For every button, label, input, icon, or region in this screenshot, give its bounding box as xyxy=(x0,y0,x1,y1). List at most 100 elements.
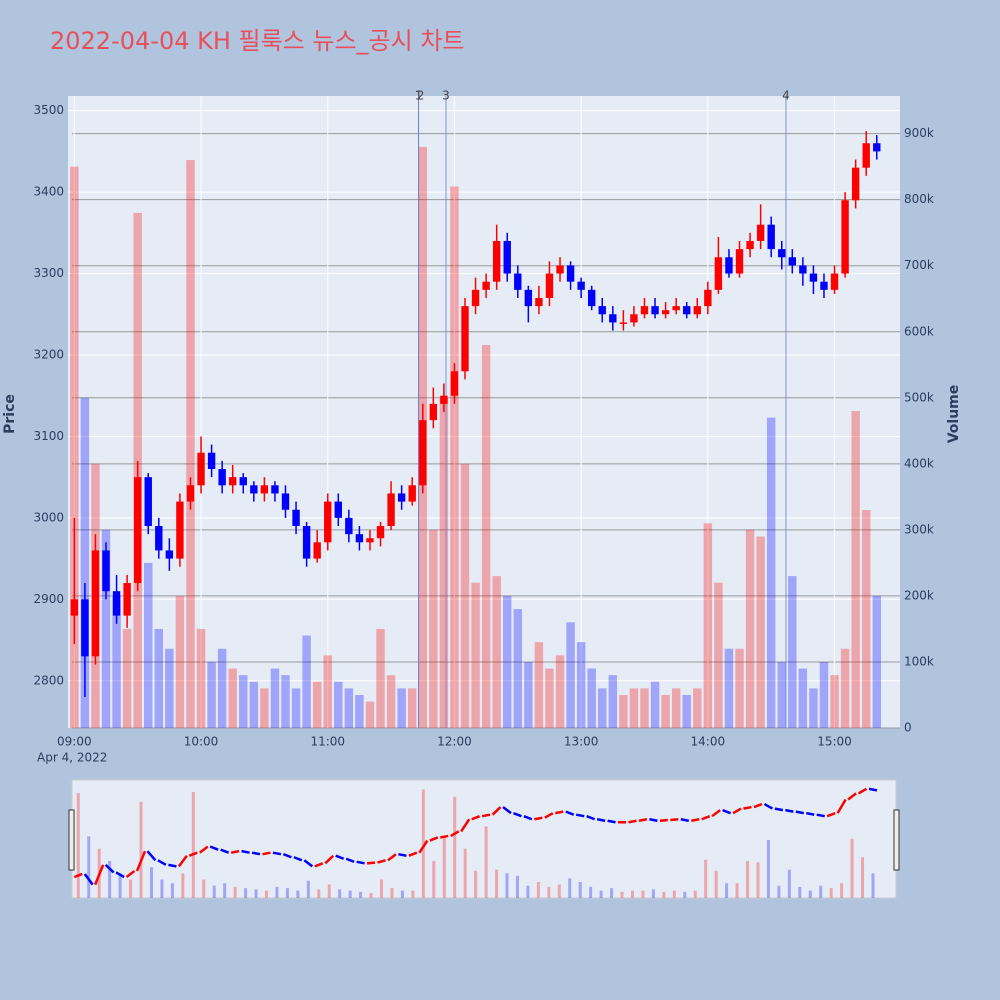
slider-volume-bar xyxy=(202,879,206,898)
slider-candle xyxy=(491,806,502,816)
candle-body xyxy=(176,501,184,559)
slider-candle xyxy=(795,810,805,815)
candle-body xyxy=(714,257,723,290)
slider-volume-bar xyxy=(777,885,781,898)
slider-candle xyxy=(293,856,303,862)
slider-candle xyxy=(282,853,292,859)
candle-body xyxy=(281,493,290,510)
candle-body xyxy=(767,224,775,250)
candle-body xyxy=(302,526,311,559)
slider-candle xyxy=(115,871,125,879)
x-tick-label: 10:00 xyxy=(184,735,219,749)
volume-bar xyxy=(217,648,227,728)
slider-volume-bar xyxy=(76,793,80,898)
slider-volume-bar xyxy=(421,789,425,898)
slider-volume-bar xyxy=(704,859,708,898)
volume-bar xyxy=(249,681,259,728)
candle-body xyxy=(514,273,522,290)
candle-body xyxy=(461,306,469,372)
volume-bar xyxy=(302,635,311,728)
volume-bar xyxy=(671,688,681,728)
volume-bar xyxy=(598,688,607,728)
slider-candle xyxy=(198,845,209,854)
y-tick-label: 3500 xyxy=(33,103,64,117)
y2-tick-label: 300k xyxy=(904,522,934,536)
slider-candle xyxy=(398,852,407,857)
x-date-label: Apr 4, 2022 xyxy=(37,751,107,765)
candle-body xyxy=(851,167,860,201)
volume-bar xyxy=(851,411,860,728)
volume-bar xyxy=(270,668,280,728)
slider-volume-bar xyxy=(160,879,164,898)
volume-bar xyxy=(175,595,185,728)
candle-body xyxy=(535,297,543,307)
slider-volume-bar xyxy=(557,884,561,898)
candle-body xyxy=(556,265,564,274)
slider-candle xyxy=(523,815,533,821)
candle-body xyxy=(862,143,870,168)
volume-bar xyxy=(429,529,438,728)
slider-handle[interactable] xyxy=(893,809,900,871)
slider-volume-bar xyxy=(170,883,174,898)
range-slider[interactable] xyxy=(71,779,897,899)
slider-volume-bar xyxy=(620,891,624,898)
candle-body xyxy=(313,542,321,559)
slider-candle xyxy=(857,787,868,795)
volume-bar xyxy=(576,642,586,728)
slider-candle xyxy=(94,864,105,886)
volume-bar xyxy=(481,344,491,728)
candle-body xyxy=(144,477,152,527)
candle-body xyxy=(799,265,807,274)
volume-bar xyxy=(260,688,269,728)
candle-body xyxy=(250,485,258,494)
slider-candle xyxy=(753,802,763,809)
candle-body xyxy=(197,452,205,486)
volume-bar xyxy=(587,668,596,728)
candle-body xyxy=(735,249,744,274)
slider-handle[interactable] xyxy=(68,809,75,871)
candle-body xyxy=(651,306,659,315)
slider-candle xyxy=(502,806,512,815)
slider-candle xyxy=(816,813,825,818)
candle-body xyxy=(102,550,110,592)
volume-bar xyxy=(703,523,713,728)
candle-body xyxy=(419,420,427,486)
slider-candle xyxy=(314,862,324,868)
slider-volume-bar xyxy=(108,861,112,898)
candle-body xyxy=(830,273,839,290)
slider-candle xyxy=(450,830,460,838)
volume-bar xyxy=(650,681,660,728)
slider-candle xyxy=(743,805,752,810)
candle-body xyxy=(746,240,754,250)
volume-bar xyxy=(365,701,375,728)
candle-body xyxy=(70,599,79,616)
slider-volume-bar xyxy=(819,885,823,898)
volume-bar xyxy=(101,529,111,728)
slider-volume-bar xyxy=(411,890,415,898)
slider-candle xyxy=(847,792,857,801)
volume-bar xyxy=(503,595,512,728)
slider-candle xyxy=(188,851,198,857)
candle-body xyxy=(693,306,701,315)
slider-volume-bar xyxy=(850,838,854,898)
slider-candle xyxy=(440,834,449,839)
slider-volume-bar xyxy=(662,891,666,898)
candle-body xyxy=(133,477,142,584)
slider-candle xyxy=(345,857,355,863)
volume-bar xyxy=(788,576,797,728)
slider-volume-bar xyxy=(191,791,195,898)
y-tick-label: 2800 xyxy=(33,673,64,687)
slider-volume-bar xyxy=(87,836,91,898)
annotation-label: 3 xyxy=(442,89,450,103)
volume-bar xyxy=(355,694,364,728)
candle-body xyxy=(112,591,121,616)
slider-volume-bar xyxy=(505,873,509,898)
volume-bar xyxy=(566,622,575,728)
candle-body xyxy=(566,265,575,282)
x-tick-label: 15:00 xyxy=(817,735,852,749)
slider-candle xyxy=(544,812,554,819)
slider-volume-bar xyxy=(254,889,258,898)
slider-volume-bar xyxy=(244,888,248,898)
slider-candle xyxy=(565,810,575,816)
